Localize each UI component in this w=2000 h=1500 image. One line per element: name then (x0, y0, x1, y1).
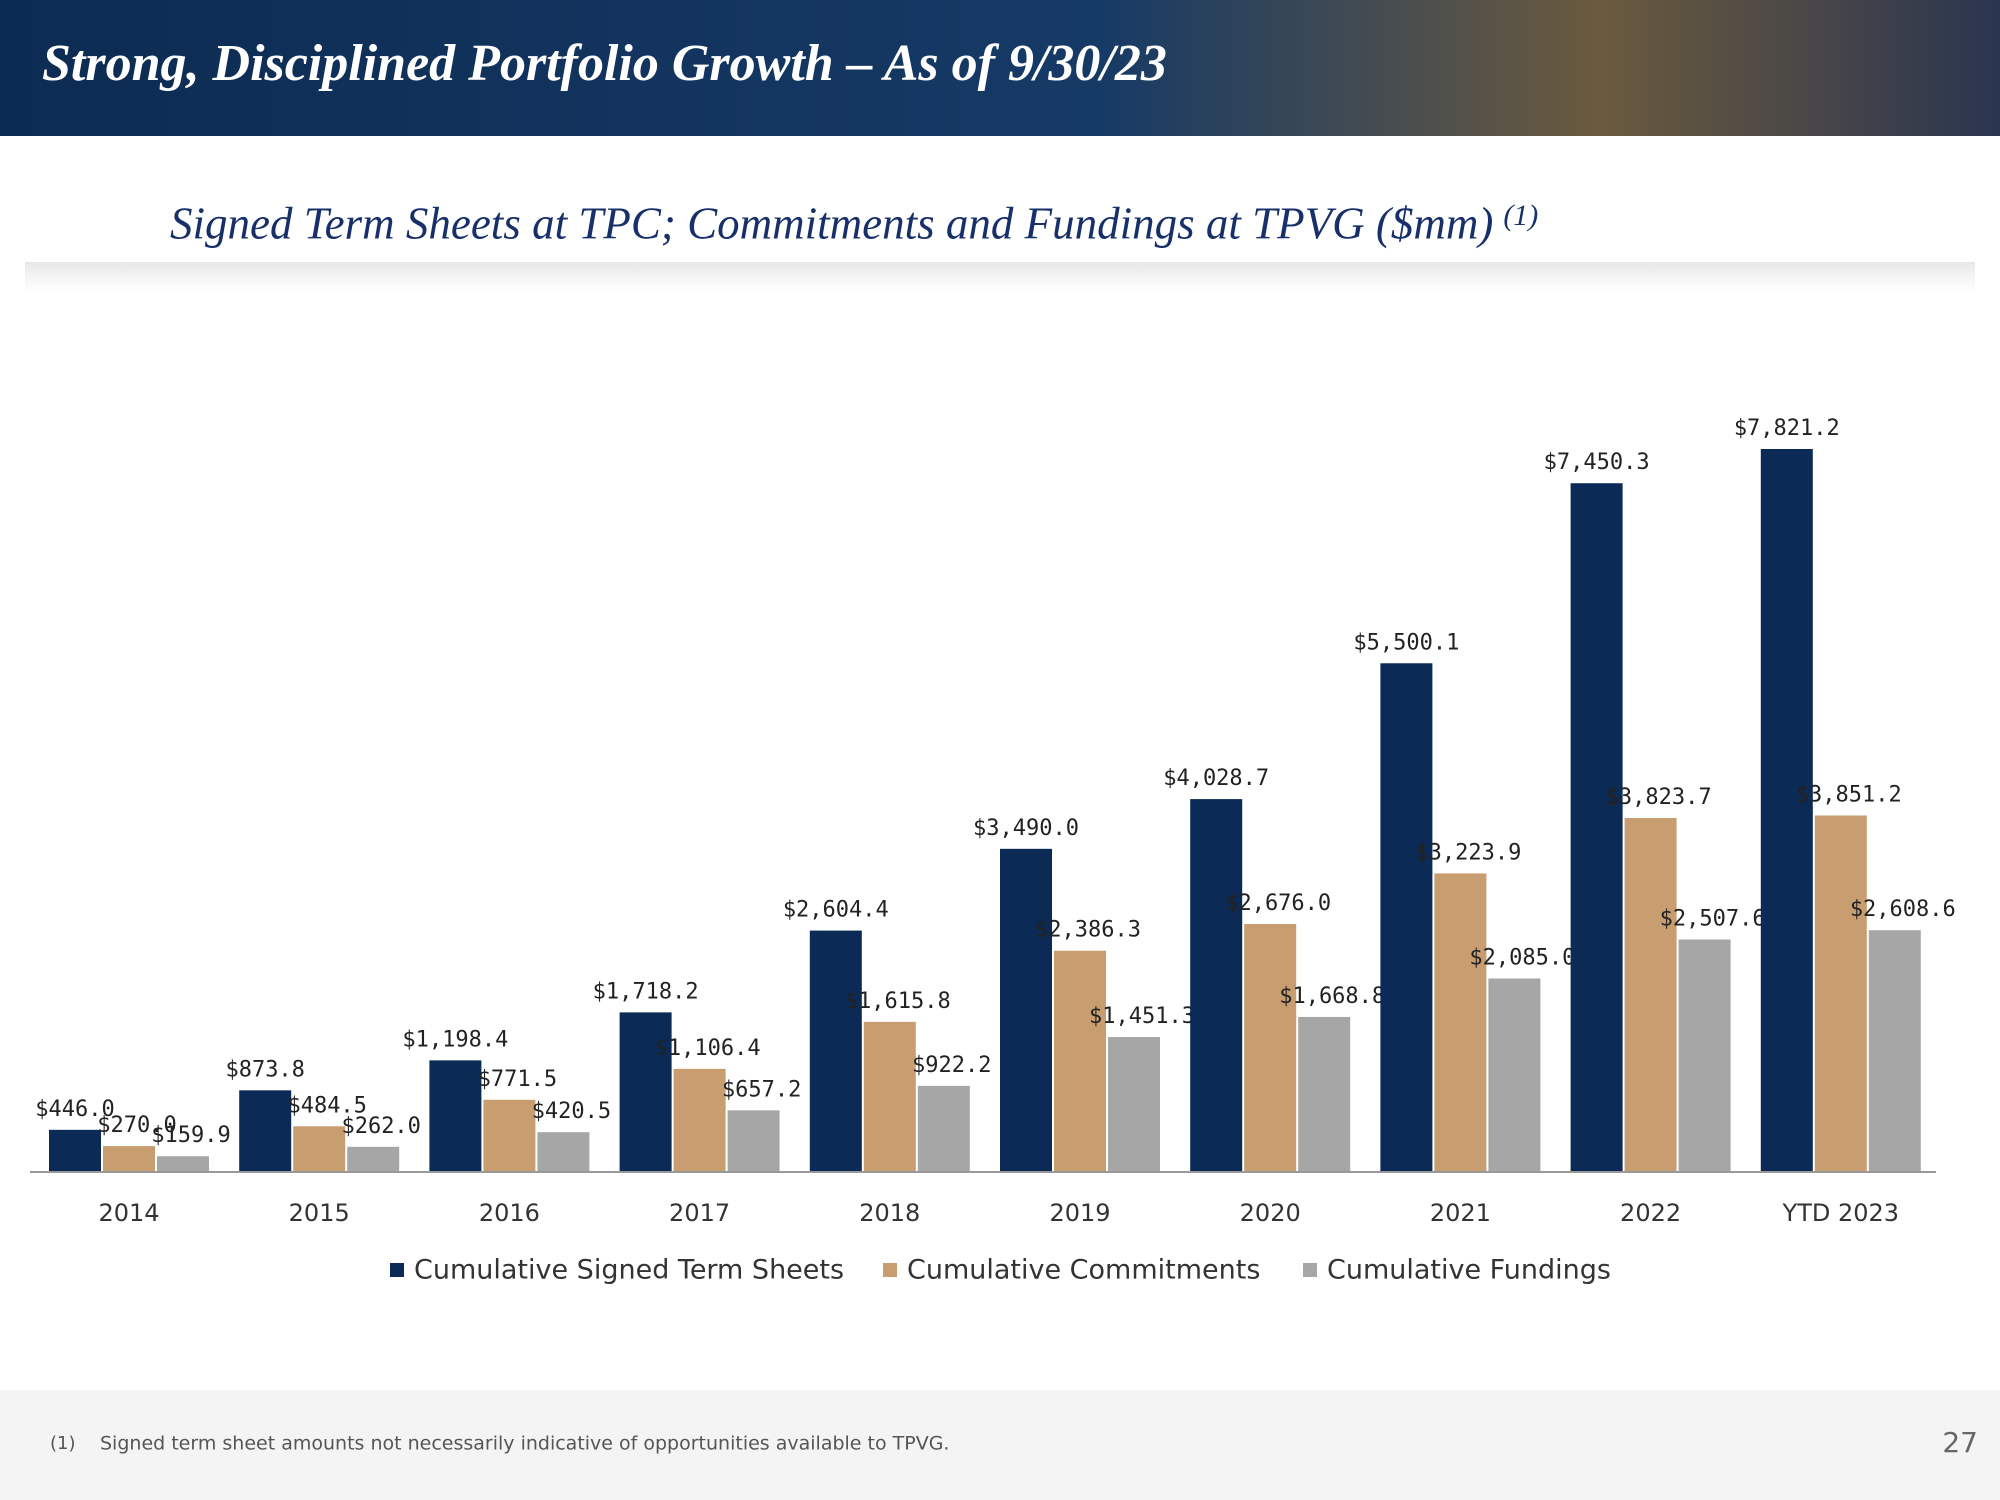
value-label: $7,450.3 (1544, 450, 1650, 475)
bar (1434, 873, 1487, 1171)
legend-swatch (390, 1263, 404, 1277)
bar (1678, 939, 1731, 1171)
footer-band (0, 1390, 2000, 1500)
value-label: $4,028.7 (1163, 766, 1269, 791)
bar (537, 1132, 590, 1171)
value-label: $1,668.8 (1279, 984, 1385, 1009)
x-tick-label: 2017 (669, 1199, 730, 1227)
legend-label: Cumulative Commitments (907, 1255, 1260, 1286)
bar (1868, 930, 1921, 1171)
value-label: $1,451.3 (1089, 1004, 1195, 1029)
legend-swatch (883, 1263, 897, 1277)
value-label: $3,851.2 (1796, 782, 1902, 807)
legend-label: Cumulative Signed Term Sheets (414, 1255, 844, 1286)
x-tick-label: 2018 (859, 1199, 920, 1227)
value-label: $2,676.0 (1225, 891, 1331, 916)
value-label: $3,823.7 (1606, 785, 1712, 810)
bar (1054, 950, 1106, 1171)
header-title: Strong, Disciplined Portfolio Growth – A… (42, 35, 1167, 92)
bar (1190, 799, 1243, 1171)
bar (727, 1110, 780, 1171)
value-label: $1,718.2 (593, 979, 699, 1004)
x-tick-label: 2020 (1240, 1199, 1301, 1227)
bar (1380, 663, 1433, 1171)
bar (293, 1126, 346, 1171)
subtitle-shadow (25, 262, 1975, 292)
footnote-marker: (1) (50, 1433, 76, 1454)
bar (1624, 818, 1677, 1171)
value-label: $657.2 (722, 1077, 801, 1102)
bar (673, 1068, 726, 1171)
legend-label: Cumulative Fundings (1327, 1255, 1611, 1286)
value-label: $2,085.0 (1469, 946, 1575, 971)
bar (1814, 815, 1867, 1171)
x-tick-label: 2016 (479, 1199, 540, 1227)
footnote: Signed term sheet amounts not necessaril… (100, 1433, 949, 1455)
value-label: $2,608.6 (1850, 897, 1956, 922)
bar (1000, 848, 1052, 1171)
bar (483, 1099, 536, 1171)
x-tick-label: 2021 (1430, 1199, 1491, 1227)
x-tick-label: 2014 (98, 1199, 159, 1227)
value-label: $3,223.9 (1415, 840, 1521, 865)
value-label: $5,500.1 (1353, 630, 1459, 655)
value-label: $1,615.8 (845, 989, 951, 1014)
value-label: $159.9 (151, 1123, 230, 1148)
title-note: (1) (1503, 199, 1538, 232)
value-label: $1,106.4 (655, 1036, 761, 1061)
bar (239, 1090, 292, 1171)
x-tick-label: YTD 2023 (1782, 1199, 1900, 1227)
value-label: $2,507.6 (1660, 907, 1766, 932)
bar (1760, 449, 1813, 1171)
value-label: $270.0 (97, 1113, 176, 1138)
x-tick-label: 2022 (1620, 1199, 1681, 1227)
page-number: 27 (1942, 1426, 1978, 1459)
bar (917, 1085, 970, 1171)
legend-swatch (1303, 1263, 1317, 1277)
bar (863, 1021, 916, 1171)
value-label: $3,490.0 (973, 816, 1079, 841)
bar (157, 1156, 209, 1171)
value-label: $7,821.2 (1734, 416, 1840, 441)
value-label: $771.5 (478, 1067, 557, 1092)
value-label: $922.2 (912, 1053, 991, 1078)
value-label: $262.0 (341, 1114, 420, 1139)
bar (347, 1146, 400, 1171)
bar (429, 1060, 482, 1171)
value-label: $2,386.3 (1035, 918, 1141, 943)
bar (49, 1129, 101, 1171)
bar (1244, 923, 1297, 1171)
value-label: $1,198.4 (402, 1027, 508, 1052)
bar (1108, 1037, 1160, 1171)
value-label: $446.0 (35, 1097, 114, 1122)
bar (103, 1146, 155, 1171)
x-tick-label: 2019 (1049, 1199, 1110, 1227)
chart-title: Signed Term Sheets at TPC; Commitments a… (170, 198, 1493, 248)
value-label: $873.8 (225, 1057, 304, 1082)
bar (1488, 978, 1541, 1171)
header-band (0, 0, 2000, 136)
value-label: $2,604.4 (783, 898, 889, 923)
value-label: $484.5 (287, 1093, 366, 1118)
x-tick-label: 2015 (289, 1199, 350, 1227)
value-label: $420.5 (532, 1099, 611, 1124)
bar (619, 1012, 672, 1171)
bar (809, 930, 862, 1171)
bar (1298, 1016, 1351, 1171)
bar (1570, 483, 1623, 1171)
